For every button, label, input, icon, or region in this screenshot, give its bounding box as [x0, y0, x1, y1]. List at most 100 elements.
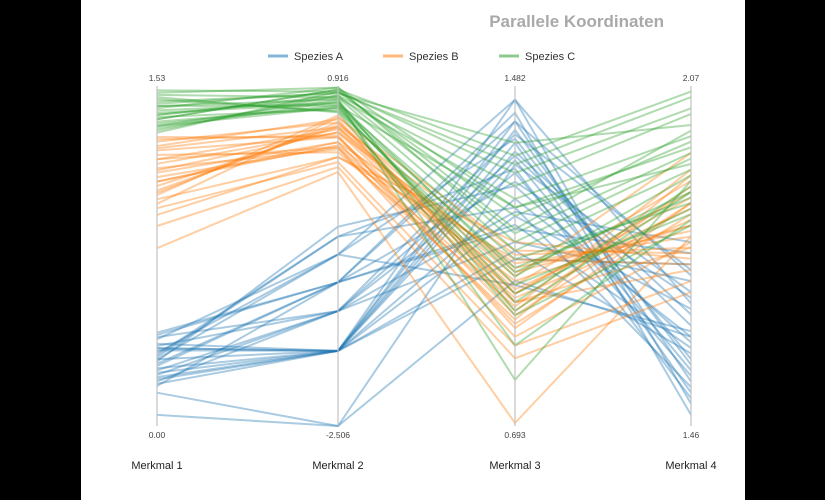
data-line: [156, 159, 692, 371]
data-line: [156, 121, 692, 274]
data-line: [156, 141, 692, 394]
data-line: [156, 114, 692, 304]
data-line: [156, 133, 692, 372]
data-line: [156, 86, 692, 243]
data-line: [156, 154, 692, 383]
series-lines: [156, 86, 692, 427]
data-line: [156, 171, 692, 424]
axis-min-label: 0.00: [149, 430, 166, 440]
data-line: [156, 100, 692, 304]
data-line: [156, 131, 692, 269]
axis-min-label: 0.693: [504, 430, 526, 440]
data-line: [156, 98, 692, 385]
data-line: [156, 102, 692, 347]
chart-title: Parallele Koordinaten: [489, 12, 664, 31]
data-line: [156, 279, 692, 427]
data-line: [156, 137, 692, 360]
data-line: [156, 94, 692, 187]
data-line: [156, 228, 692, 367]
data-line: [156, 93, 692, 200]
axis-min-label: -2.506: [326, 430, 350, 440]
data-line: [156, 156, 692, 260]
axes: 1.53 0.00 Merkmal 1 0.916 -2.506 Merkmal 2 1.4…: [131, 73, 716, 472]
series-1: [156, 98, 692, 427]
data-line: [156, 126, 692, 278]
axis-name-label: Merkmal 2: [312, 460, 363, 472]
data-line: [156, 121, 692, 295]
data-line: [156, 172, 692, 377]
data-line: [156, 98, 692, 278]
data-line: [156, 166, 692, 360]
legend-entry-3[interactable]: Spezies C: [499, 51, 575, 63]
chart-canvas: Parallele Koordinaten Spezies A Spezies B…: [81, 0, 745, 500]
data-line: [156, 146, 692, 338]
data-line: [156, 128, 692, 291]
axis-max-label: 1.53: [149, 73, 166, 83]
axis-max-label: 0.916: [327, 73, 349, 83]
data-line: [156, 180, 692, 365]
data-line: [156, 106, 692, 295]
data-line: [156, 241, 692, 376]
data-line: [156, 126, 692, 287]
parallel-coordinates-chart: Parallele Koordinaten Spezies A Spezies B…: [131, 12, 716, 472]
data-line: [156, 163, 692, 427]
data-line: [156, 210, 692, 347]
axis-min-label: 1.46: [683, 430, 700, 440]
data-line: [156, 150, 692, 352]
data-line: [156, 206, 692, 388]
data-line: [156, 98, 692, 381]
data-line: [156, 223, 692, 349]
data-line: [156, 108, 692, 287]
data-line: [156, 104, 692, 261]
data-line: [156, 104, 692, 209]
data-line: [156, 148, 692, 321]
data-line: [156, 89, 692, 218]
data-line: [156, 144, 692, 282]
data-line: [156, 116, 692, 255]
data-line: [156, 249, 692, 379]
data-line: [156, 141, 692, 265]
data-line: [156, 129, 692, 366]
data-line: [156, 96, 692, 252]
axis-name-label: Merkmal 3: [489, 460, 540, 472]
data-line: [156, 253, 692, 361]
data-line: [156, 156, 692, 266]
axis-name-label: Merkmal 1: [131, 460, 182, 472]
data-line: [156, 90, 692, 174]
data-line: [156, 136, 692, 317]
data-line: [156, 86, 692, 209]
data-line: [156, 185, 692, 363]
data-line: [156, 167, 692, 399]
axis-4: 2.07 1.46 Merkmal 4: [665, 73, 716, 472]
data-line: [156, 215, 692, 352]
legend: Spezies A Spezies B Spezies C: [268, 51, 575, 63]
legend-entry-1[interactable]: Spezies A: [268, 51, 344, 63]
legend-label: Spezies C: [525, 51, 575, 63]
data-line: [156, 91, 692, 166]
data-line: [156, 258, 692, 374]
data-line: [156, 106, 692, 269]
data-line: [156, 101, 692, 274]
data-line: [156, 96, 692, 317]
data-line: [156, 197, 692, 370]
data-line: [156, 120, 692, 387]
legend-label: Spezies B: [409, 51, 459, 63]
data-line: [156, 151, 692, 308]
axis-max-label: 1.482: [504, 73, 526, 83]
data-line: [156, 98, 692, 405]
data-line: [156, 88, 692, 157]
data-line: [156, 146, 692, 304]
legend-label: Spezies A: [294, 51, 344, 63]
legend-entry-2[interactable]: Spezies B: [383, 51, 459, 63]
data-line: [156, 92, 692, 144]
data-line: [156, 118, 692, 312]
axis-1: 1.53 0.00 Merkmal 1: [131, 73, 182, 472]
axis-name-label: Merkmal 4: [665, 460, 716, 472]
data-line: [156, 131, 692, 295]
data-line: [156, 98, 692, 312]
data-line: [156, 124, 692, 256]
series-3: [156, 86, 692, 381]
data-line: [156, 88, 692, 231]
axis-max-label: 2.07: [683, 73, 700, 83]
axis-3: 1.482 0.693 Merkmal 3: [489, 73, 540, 472]
